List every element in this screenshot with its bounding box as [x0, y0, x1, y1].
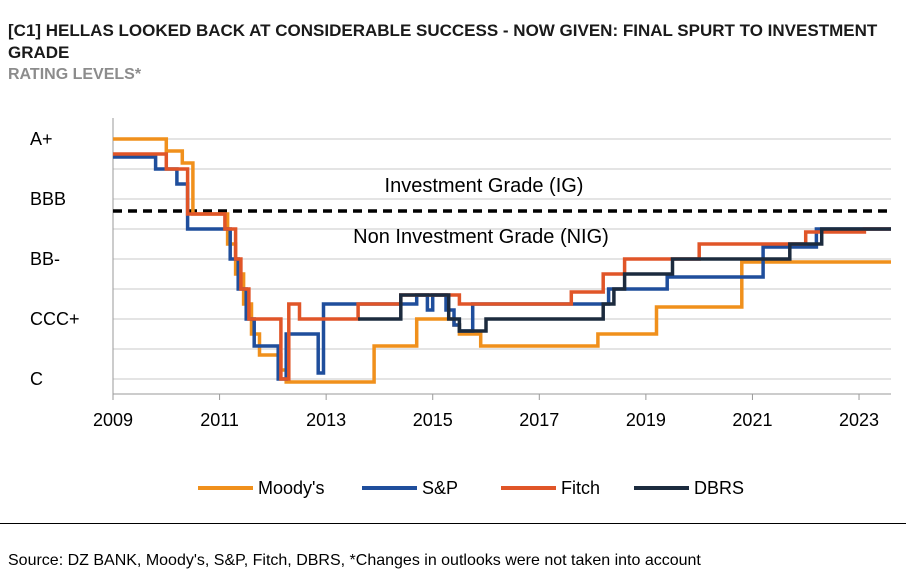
- series-lines: [113, 137, 891, 384]
- nig-label: Non Investment Grade (NIG): [353, 226, 609, 248]
- x-tick-label: 2011: [200, 410, 239, 430]
- y-tick-label: A+: [30, 129, 53, 149]
- x-tick-label: 2019: [626, 410, 666, 430]
- x-tick-label: 2023: [839, 410, 879, 430]
- legend-label: S&P: [422, 478, 458, 498]
- legend-label: Moody's: [258, 478, 324, 498]
- source-divider: [0, 523, 906, 524]
- y-tick-label: BB-: [30, 249, 60, 269]
- legend: Moody's S&P Fitch DBRS: [198, 478, 744, 498]
- source-note: Source: DZ BANK, Moody's, S&P, Fitch, DB…: [8, 552, 701, 569]
- series-line-dbrs: [358, 227, 891, 333]
- x-tick-label: 2013: [306, 410, 346, 430]
- chart-title: [C1] HELLAS LOOKED BACK AT CONSIDERABLE …: [8, 21, 878, 62]
- x-tick-label: 2017: [519, 410, 559, 430]
- x-tick-label: 2009: [93, 410, 133, 430]
- y-tick-label: C: [30, 369, 43, 389]
- x-tick-label: 2021: [732, 410, 772, 430]
- ig-label: Investment Grade (IG): [385, 175, 584, 197]
- y-tick-label: BBB: [30, 189, 66, 209]
- x-tick-label: 2015: [413, 410, 453, 430]
- legend-label: Fitch: [561, 478, 600, 498]
- investment-grade-threshold: Investment Grade (IG) Non Investment Grad…: [113, 175, 891, 248]
- y-tick-label: CCC+: [30, 309, 80, 329]
- legend-label: DBRS: [694, 478, 744, 498]
- chart-subtitle: RATING LEVELS*: [8, 66, 142, 83]
- axes: A+ BBB BB- CCC+ C 2009 2011 2013 2015 2017 2019 202…: [30, 118, 891, 430]
- rating-chart: A+ BBB BB- CCC+ C 2009 2011 2013 2015 2017 2019 202…: [30, 118, 891, 498]
